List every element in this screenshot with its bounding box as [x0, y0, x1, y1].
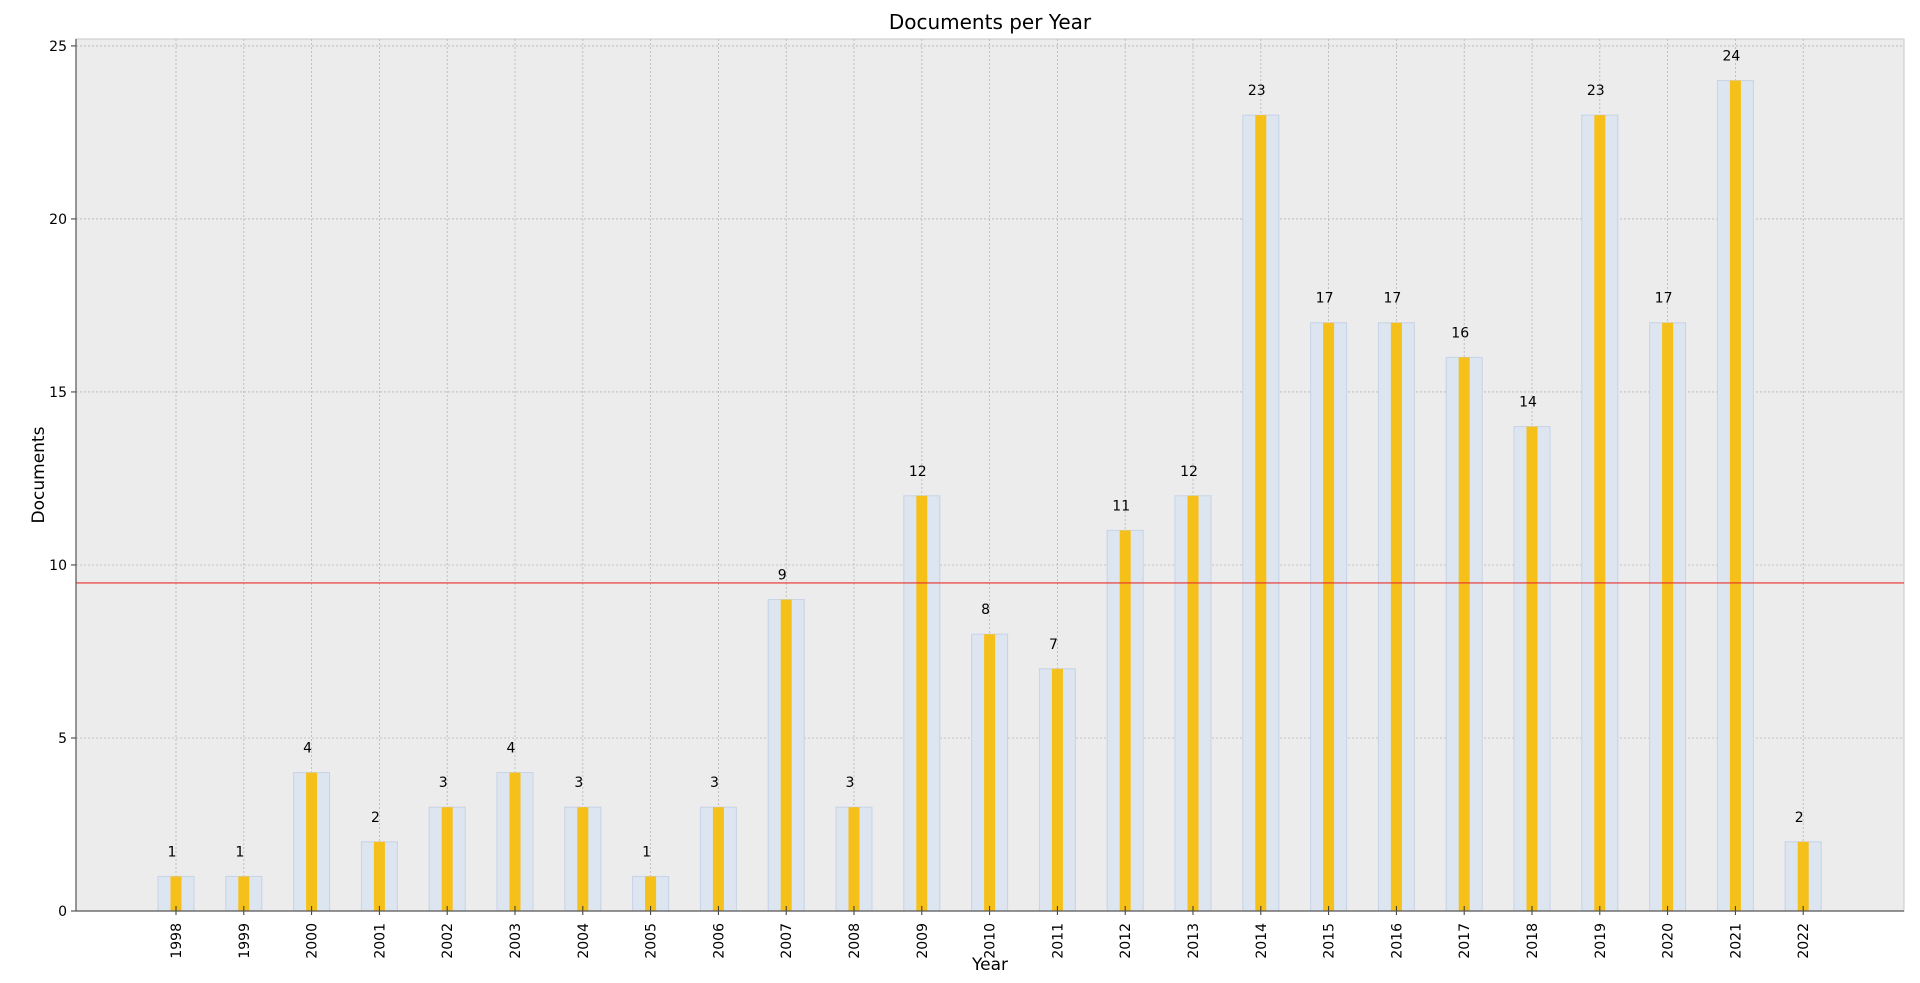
bar	[1459, 357, 1470, 911]
data-label: 4	[507, 741, 516, 757]
x-tick-label: 2000	[305, 923, 321, 959]
data-label: 8	[981, 602, 990, 618]
bar	[1120, 530, 1131, 911]
bar	[510, 773, 521, 911]
bar	[781, 600, 792, 911]
x-tick-label: 1999	[237, 923, 253, 959]
data-label: 23	[1248, 83, 1266, 99]
x-tick-label: 2011	[1050, 923, 1066, 959]
bar	[1323, 323, 1334, 911]
x-tick-label: 2010	[983, 923, 999, 959]
data-label: 14	[1519, 395, 1537, 411]
bar	[442, 807, 453, 911]
x-tick-label: 2001	[372, 923, 388, 959]
x-tick-label: 2018	[1525, 923, 1541, 959]
data-label: 2	[371, 810, 380, 826]
x-tick-label: 1998	[169, 923, 185, 959]
y-tick-label: 10	[49, 558, 67, 574]
bar	[1730, 81, 1741, 911]
data-label: 3	[710, 775, 719, 791]
data-label: 17	[1316, 291, 1334, 307]
bar	[171, 876, 182, 911]
bar	[238, 876, 249, 911]
data-label: 17	[1383, 291, 1401, 307]
bar	[916, 496, 927, 911]
x-tick-label: 2015	[1322, 923, 1338, 959]
bar	[1052, 669, 1063, 911]
y-axis-title: Documents	[29, 426, 49, 523]
data-label: 1	[235, 844, 244, 860]
bar	[306, 773, 317, 911]
bar	[374, 842, 385, 911]
x-tick-label: 2002	[440, 923, 456, 959]
y-tick-label: 25	[49, 39, 67, 55]
bar	[1391, 323, 1402, 911]
x-tick-label: 2009	[915, 923, 931, 959]
x-tick-label: 2013	[1186, 923, 1202, 959]
bar	[984, 634, 995, 911]
bar	[1255, 115, 1266, 911]
x-tick-label: 2007	[779, 923, 795, 959]
x-tick-label: 2004	[576, 923, 592, 959]
data-label: 23	[1587, 83, 1605, 99]
y-tick-label: 5	[58, 731, 67, 747]
x-axis-ticks: 1998 1999 2000 2001 2002 2003 2004 2005 2006 2007…	[169, 906, 1812, 959]
x-tick-label: 2020	[1661, 923, 1677, 959]
x-tick-label: 2019	[1593, 923, 1609, 959]
y-axis-ticks: 0 5 10 15 20 25	[49, 39, 76, 920]
data-label: 9	[778, 568, 787, 584]
x-tick-label: 2021	[1728, 923, 1744, 959]
x-axis-title: Year	[971, 955, 1008, 975]
bar	[577, 807, 588, 911]
x-tick-label: 2022	[1796, 923, 1812, 959]
data-label: 3	[846, 775, 855, 791]
x-tick-label: 2005	[644, 923, 660, 959]
data-label: 7	[1049, 637, 1058, 653]
chart-title: Documents per Year	[889, 10, 1092, 34]
data-label: 2	[1795, 810, 1804, 826]
data-label: 4	[303, 741, 312, 757]
x-tick-label: 2008	[847, 923, 863, 959]
x-tick-label: 2014	[1254, 923, 1270, 959]
data-label: 17	[1655, 291, 1673, 307]
bar	[1527, 427, 1538, 911]
x-tick-label: 2016	[1389, 923, 1405, 959]
bar	[645, 876, 656, 911]
x-tick-label: 2017	[1457, 923, 1473, 959]
x-tick-label: 2003	[508, 923, 524, 959]
data-label: 12	[1180, 464, 1198, 480]
bar	[1798, 842, 1809, 911]
data-label: 1	[168, 844, 177, 860]
bar	[1662, 323, 1673, 911]
data-label: 3	[439, 775, 448, 791]
bar	[1188, 496, 1199, 911]
y-tick-label: 0	[58, 904, 67, 920]
data-label: 16	[1451, 325, 1469, 341]
data-label: 12	[909, 464, 927, 480]
data-label: 11	[1112, 498, 1130, 514]
y-tick-label: 15	[49, 385, 67, 401]
bar	[1594, 115, 1605, 911]
data-label: 24	[1722, 49, 1740, 65]
data-label: 3	[574, 775, 583, 791]
x-tick-label: 2012	[1118, 923, 1134, 959]
x-tick-label: 2006	[711, 923, 727, 959]
y-tick-label: 20	[49, 212, 67, 228]
bar	[713, 807, 724, 911]
data-label: 1	[642, 844, 651, 860]
bar	[849, 807, 860, 911]
